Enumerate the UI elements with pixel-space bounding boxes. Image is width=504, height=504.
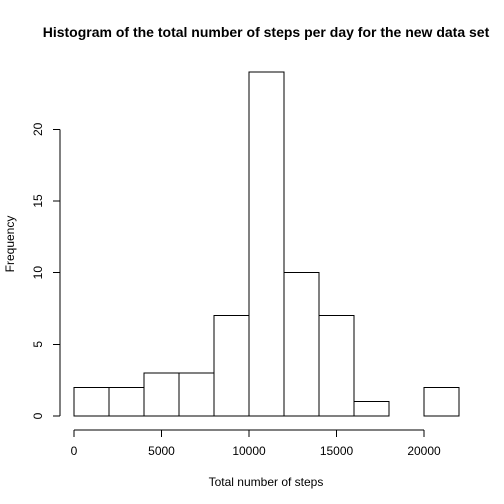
histogram-bar xyxy=(178,372,215,417)
y-tick-label: 10 xyxy=(31,266,45,280)
histogram-bar xyxy=(108,386,145,417)
histogram-bar xyxy=(318,315,355,417)
histogram-bar xyxy=(283,272,320,417)
histogram-bar xyxy=(73,386,110,417)
histogram-bar xyxy=(423,386,460,417)
y-tick-label: 0 xyxy=(31,412,45,419)
x-tick-label: 5000 xyxy=(148,444,175,458)
histogram-bar xyxy=(213,315,250,417)
y-axis: 0 5 10 15 20 xyxy=(31,122,61,419)
y-tick-label: 20 xyxy=(31,122,45,136)
y-tick-label: 5 xyxy=(31,341,45,348)
x-tick-label: 10000 xyxy=(232,444,266,458)
histogram-bar xyxy=(353,401,390,417)
y-tick-label: 15 xyxy=(31,194,45,208)
chart-title: Histogram of the total number of steps p… xyxy=(43,24,490,40)
x-tick-label: 15000 xyxy=(320,444,354,458)
y-axis-label: Frequency xyxy=(3,216,17,273)
histogram-bar xyxy=(248,71,285,417)
bars-group xyxy=(73,71,460,417)
x-tick-label: 0 xyxy=(71,444,78,458)
histogram-bar xyxy=(143,372,180,417)
x-axis-label: Total number of steps xyxy=(209,475,324,489)
x-tick-label: 20000 xyxy=(407,444,441,458)
x-axis: 0 5000 10000 15000 20000 xyxy=(71,429,441,458)
